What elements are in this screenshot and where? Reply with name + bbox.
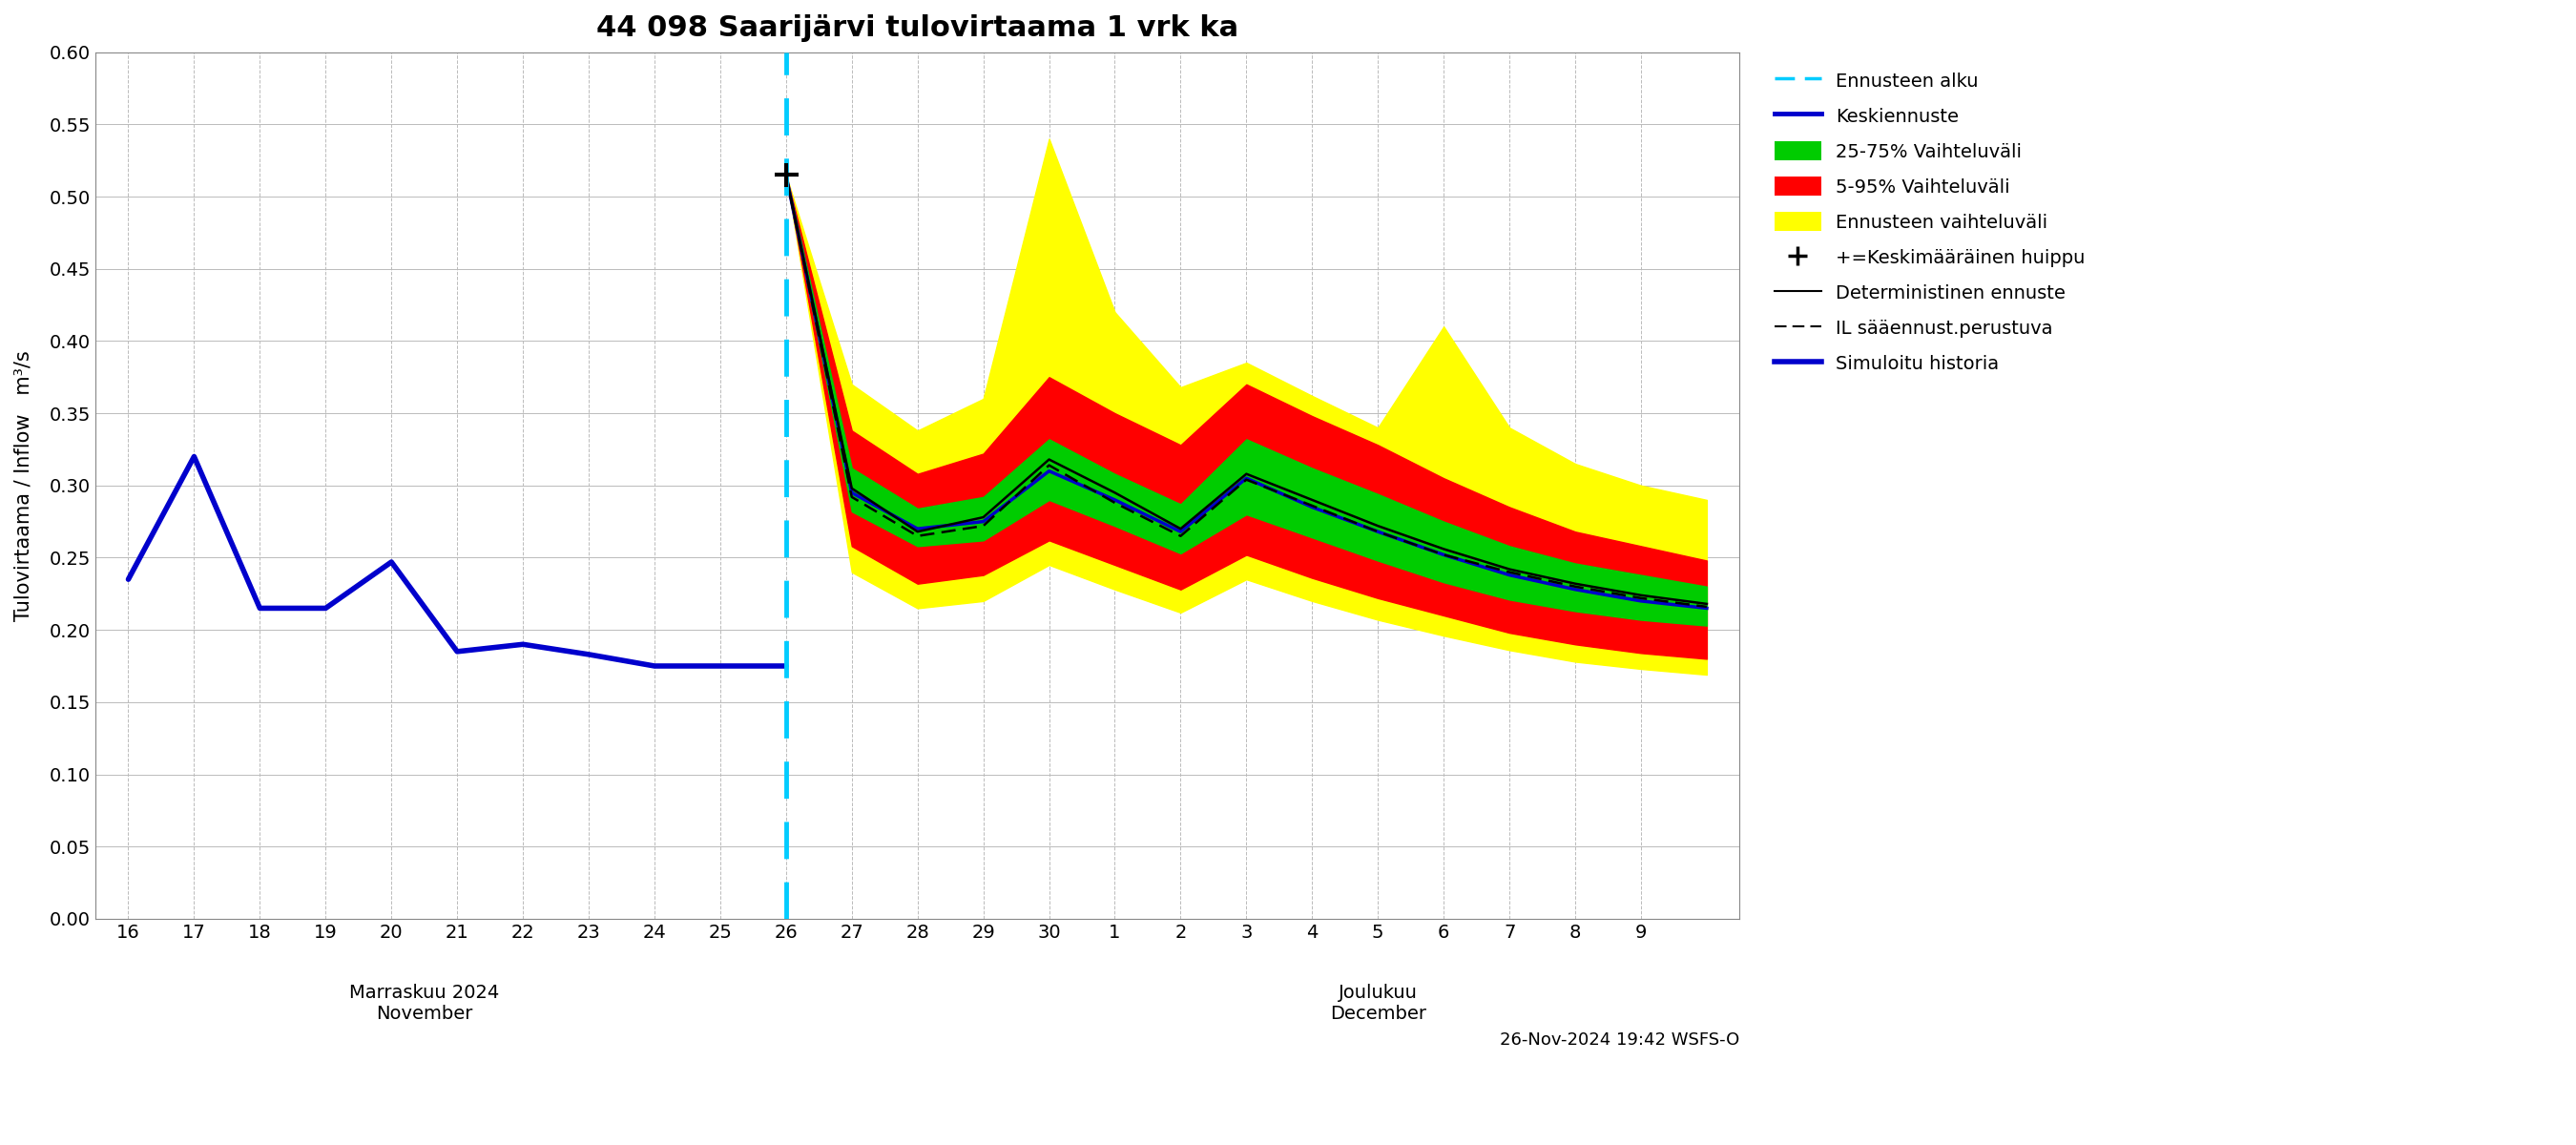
Title: 44 098 Saarijärvi tulovirtaama 1 vrk ka: 44 098 Saarijärvi tulovirtaama 1 vrk ka — [598, 14, 1239, 42]
Text: 26-Nov-2024 19:42 WSFS-O: 26-Nov-2024 19:42 WSFS-O — [1499, 1032, 1739, 1049]
Legend: Ennusteen alku, Keskiennuste, 25-75% Vaihteluväli, 5-95% Vaihteluväli, Ennusteen: Ennusteen alku, Keskiennuste, 25-75% Vai… — [1765, 62, 2094, 382]
Y-axis label: Tulovirtaama / Inflow   m³/s: Tulovirtaama / Inflow m³/s — [15, 350, 33, 621]
Text: Joulukuu
December: Joulukuu December — [1329, 984, 1427, 1022]
Text: Marraskuu 2024
November: Marraskuu 2024 November — [350, 984, 500, 1022]
